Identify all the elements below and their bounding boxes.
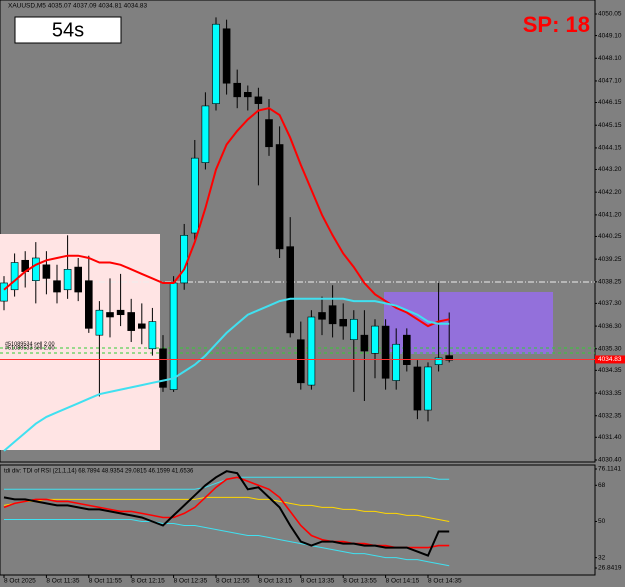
candle-body [63, 269, 72, 291]
candle-body [222, 28, 231, 84]
candle-body [244, 92, 252, 98]
order-label: #51089533 sell 2.00 [5, 345, 55, 351]
y-tick-label: 4042.20 [598, 189, 622, 196]
candle-body [0, 282, 8, 302]
candle-body [42, 264, 51, 279]
line [3, 496, 450, 522]
x-tick-label: 8 Oct 13:55 [343, 578, 377, 585]
candle-body [159, 348, 167, 388]
x-tick-label: 8 Oct 13:15 [258, 578, 292, 585]
candle-body [212, 23, 220, 104]
candle-body [85, 280, 93, 329]
candle-body [233, 82, 241, 98]
candle-body [265, 119, 273, 148]
candle-body [74, 266, 82, 293]
candle-body [413, 366, 422, 411]
y-tick-label: 4038.25 [598, 279, 622, 286]
candle-body [318, 312, 326, 320]
candle-body [191, 157, 199, 234]
y-tick-label: 4043.20 [598, 166, 622, 173]
candle-body [275, 144, 284, 250]
candle-body [402, 334, 411, 365]
y-tick-label: 4033.35 [598, 390, 622, 397]
x-tick-label: 8 Oct 14:35 [428, 578, 462, 585]
line [3, 107, 450, 328]
candle-body [180, 234, 188, 284]
y-tick-label: 4036.30 [598, 323, 622, 330]
candle-body [286, 246, 295, 334]
indicator-title: tdi div: TDI of RSI (21,1,14) 68.7894 48… [4, 469, 194, 475]
candle-body [381, 325, 390, 379]
y-tick-label: 4034.35 [598, 367, 622, 374]
candle-body [53, 280, 61, 293]
y-tick-label: 32 [598, 554, 606, 561]
timer-box [14, 16, 122, 44]
y-tick-label: 4037.30 [598, 300, 622, 307]
y-tick-label: 4047.10 [598, 78, 622, 85]
bid-label: 4034.83 [598, 356, 622, 363]
timer: 54s [52, 19, 84, 41]
candle-body [328, 305, 337, 325]
y-tick-label: 4050.05 [598, 11, 622, 18]
y-tick-label: 4035.30 [598, 346, 622, 353]
plot: 4050.05 4049.10 4048.10 4047.10 4046.15 4045.… [0, 11, 625, 585]
y-tick-label: 68 [598, 482, 606, 489]
candle-body [10, 262, 19, 291]
x-tick-label: 8 Oct 2025 [4, 578, 36, 585]
candle-body [296, 339, 305, 384]
candle-body [31, 257, 40, 281]
spread: SP: 18 [523, 12, 590, 37]
y-tick-label: 76.1141 [598, 466, 621, 473]
y-tick-label: 4044.15 [598, 145, 622, 152]
y-tick-label: 4048.10 [598, 55, 622, 62]
y-tick-label: 4049.10 [598, 32, 622, 39]
candle-body [169, 282, 178, 390]
candle-body [254, 96, 263, 104]
y-tick-label: 4046.15 [598, 99, 622, 106]
candle-body [445, 355, 454, 361]
candle-body [339, 318, 348, 327]
order-label: #51089534 sell 2.00 [5, 341, 55, 347]
x-tick-label: 8 Oct 12:15 [131, 578, 165, 585]
candle-body [349, 318, 358, 341]
y-tick-label: 4040.25 [598, 233, 622, 240]
x-tick-label: 8 Oct 12:55 [216, 578, 250, 585]
x-tick-label: 8 Oct 13:35 [301, 578, 335, 585]
line [4, 519, 450, 567]
y-tick-label: 4045.15 [598, 122, 622, 129]
y-tick-label: 4041.20 [598, 212, 622, 219]
y-tick-label: 50 [598, 518, 606, 525]
x-tick-label: 8 Oct 11:35 [46, 578, 80, 585]
y-tick-label: 4039.25 [598, 256, 622, 263]
line [3, 297, 450, 452]
y-tick-label: 4032.35 [598, 412, 622, 419]
line [3, 470, 450, 557]
bid-label-box [595, 355, 625, 364]
candle-body [201, 105, 210, 163]
candle-body [371, 325, 379, 354]
y-tick-label: 4031.40 [598, 434, 622, 441]
candle-body [138, 323, 146, 329]
candle-body [116, 309, 125, 316]
x-tick-label: 8 Oct 12:35 [174, 578, 208, 585]
candle-body [148, 321, 157, 350]
zone-box [384, 292, 553, 354]
candle-body [360, 334, 369, 352]
candle-body [392, 343, 401, 381]
x-tick-label: 8 Oct 14:15 [386, 578, 420, 585]
candle-body [424, 366, 432, 411]
x-tick-label: 8 Oct 11:55 [89, 578, 123, 585]
candle-body [307, 316, 316, 386]
candle-body [106, 312, 114, 318]
candle-body [434, 357, 443, 365]
y-tick-label: 26.8419 [598, 565, 622, 572]
candle-body [127, 312, 135, 331]
y-tick-label: 4030.40 [598, 457, 622, 464]
symbol-header: XAUUSD,M5 4035.07 4037.09 4034.81 4034.8… [8, 3, 148, 10]
candle-body [95, 309, 104, 336]
